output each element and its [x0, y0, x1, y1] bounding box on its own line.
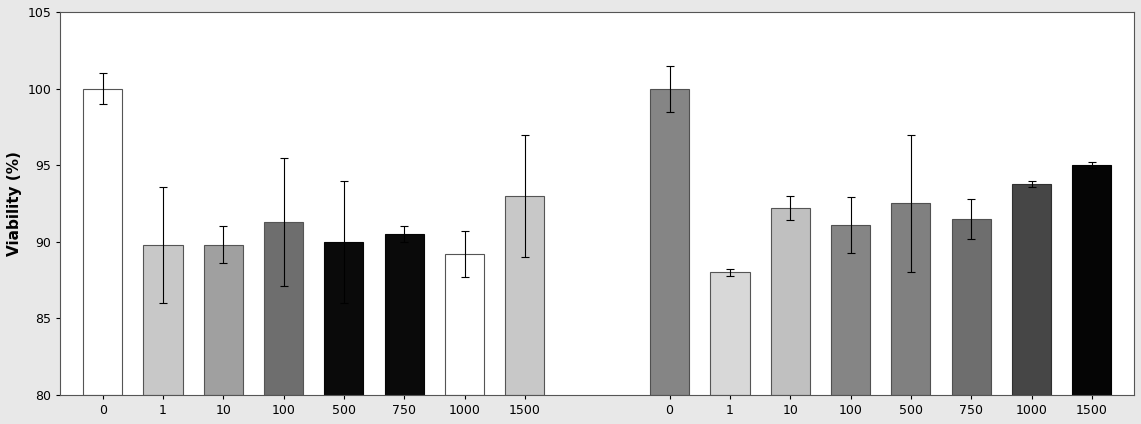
Bar	[83, 89, 122, 395]
Bar	[385, 234, 423, 395]
Bar	[650, 89, 689, 395]
Bar	[324, 242, 364, 395]
Bar	[445, 254, 484, 395]
Bar	[831, 225, 871, 395]
Bar	[1073, 165, 1111, 395]
Bar	[264, 222, 304, 395]
Bar	[711, 273, 750, 395]
Y-axis label: Viability (%): Viability (%)	[7, 151, 22, 256]
Bar	[144, 245, 183, 395]
Bar	[203, 245, 243, 395]
Bar	[891, 204, 930, 395]
Bar	[1012, 184, 1051, 395]
Bar	[952, 219, 990, 395]
Bar	[770, 208, 810, 395]
Bar	[505, 196, 544, 395]
